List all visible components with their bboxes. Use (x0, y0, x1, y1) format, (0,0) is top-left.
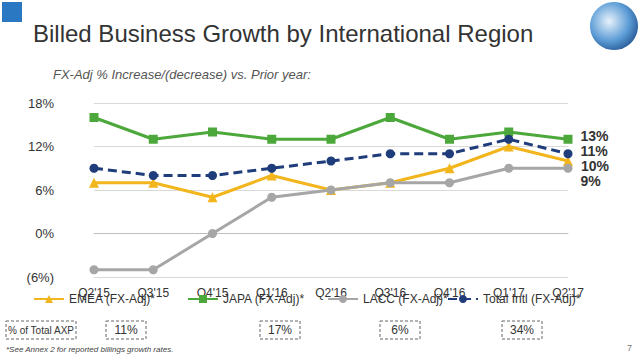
svg-text:Q4'15: Q4'15 (196, 286, 229, 300)
svg-text:17%: 17% (268, 323, 292, 337)
svg-text:10%: 10% (581, 158, 610, 174)
svg-text:7: 7 (627, 343, 632, 353)
svg-text:12%: 12% (28, 139, 54, 154)
svg-text:*See Annex 2 for reported bill: *See Annex 2 for reported billings growt… (6, 345, 173, 354)
svg-text:6%: 6% (391, 323, 409, 337)
svg-text:11%: 11% (114, 323, 137, 337)
svg-text:% of Total AXP: % of Total AXP (8, 325, 74, 336)
svg-text:9%: 9% (581, 173, 602, 189)
svg-text:FX-Adj % Increase/(decrease) v: FX-Adj % Increase/(decrease) vs. Prior y… (53, 67, 311, 82)
svg-text:Q4'16: Q4'16 (433, 286, 466, 300)
svg-text:LACC (FX-Adj)*: LACC (FX-Adj)* (363, 292, 448, 306)
svg-text:JAPA (FX-Adj)*: JAPA (FX-Adj)* (223, 292, 304, 306)
svg-text:(6%): (6%) (27, 270, 54, 285)
svg-text:6%: 6% (35, 183, 54, 198)
svg-text:13%: 13% (581, 128, 610, 144)
svg-text:18%: 18% (28, 96, 54, 111)
svg-text:11%: 11% (581, 143, 609, 159)
svg-text:EMEA (FX-Adj)*: EMEA (FX-Adj)* (69, 292, 155, 306)
svg-text:0%: 0% (35, 226, 54, 241)
svg-text:Billed Business Growth by Inte: Billed Business Growth by International … (33, 20, 533, 47)
svg-text:Q2'16: Q2'16 (315, 286, 347, 300)
svg-text:34%: 34% (510, 323, 534, 337)
svg-text:Total Intl (FX-Adj)*: Total Intl (FX-Adj)* (483, 292, 581, 306)
